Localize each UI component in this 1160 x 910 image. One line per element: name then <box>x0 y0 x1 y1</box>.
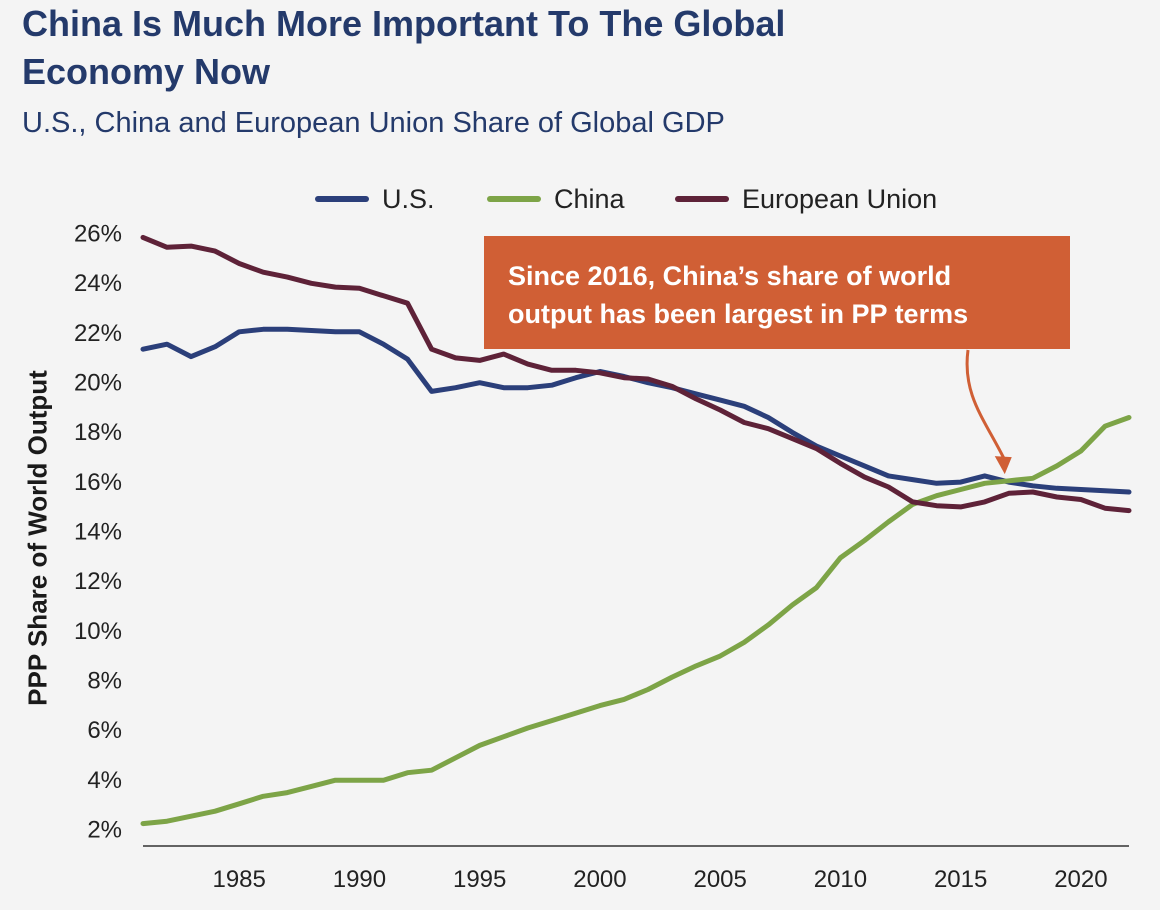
x-tick-label: 2015 <box>934 866 987 893</box>
annotation-arrow-shaft <box>965 349 1007 461</box>
chart-subtitle: U.S., China and European Union Share of … <box>22 107 725 139</box>
legend-label-china: China <box>554 184 626 214</box>
y-tick-label: 20% <box>74 369 122 396</box>
chart-title-line-1: China Is Much More Important To The Glob… <box>22 3 786 44</box>
legend-label-u-s: U.S. <box>382 184 435 214</box>
x-tick-label: 1995 <box>453 866 506 893</box>
y-tick-label: 2% <box>87 817 122 844</box>
y-tick-label: 10% <box>74 618 122 645</box>
y-tick-label: 4% <box>87 767 122 794</box>
series-line-u-s <box>140 326 1132 495</box>
chart-title: China Is Much More Important To The Glob… <box>22 0 1022 96</box>
y-tick-label: 24% <box>74 270 122 297</box>
series-line-china <box>140 415 1132 827</box>
annotation-callout: Since 2016, China’s share of world outpu… <box>484 236 1070 349</box>
legend-label-european-union: European Union <box>742 184 937 214</box>
annotation-line-2: output has been largest in PP terms <box>508 299 969 329</box>
chart-title-line-2: Economy Now <box>22 51 271 92</box>
x-tick-label: 2005 <box>693 866 746 893</box>
x-tick-label: 2010 <box>814 866 867 893</box>
y-tick-label: 12% <box>74 568 122 595</box>
x-tick-label: 2020 <box>1054 866 1107 893</box>
y-tick-label: 18% <box>74 419 122 446</box>
y-tick-label: 22% <box>74 320 122 347</box>
annotation-arrow-head <box>994 456 1012 475</box>
y-tick-label: 14% <box>74 519 122 546</box>
series-line-european-union <box>140 234 1132 514</box>
y-tick-label: 8% <box>87 668 122 695</box>
x-tick-label: 2000 <box>573 866 626 893</box>
x-tick-label: 1985 <box>212 866 265 893</box>
x-tick-label: 1990 <box>333 866 386 893</box>
y-tick-label: 6% <box>87 717 122 744</box>
y-tick-label: 26% <box>74 220 122 247</box>
y-axis-label: PPP Share of World Output <box>22 370 53 706</box>
annotation-line-1: Since 2016, China’s share of world <box>508 261 952 291</box>
y-tick-label: 16% <box>74 469 122 496</box>
